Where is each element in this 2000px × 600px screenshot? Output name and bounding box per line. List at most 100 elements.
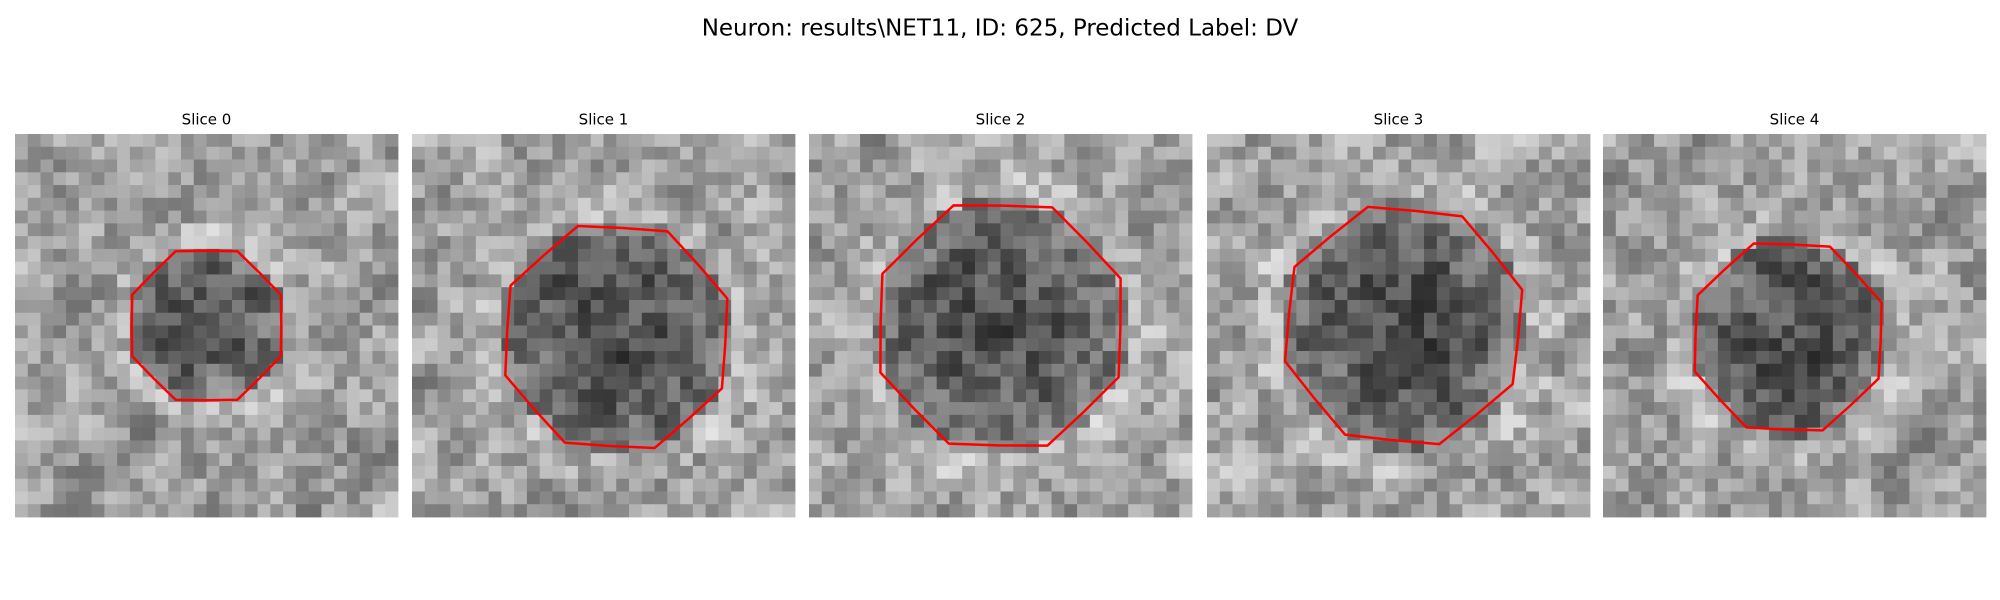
pixel [463,223,477,237]
pixel [1077,210,1091,224]
pixel [1934,338,1949,352]
pixel [1973,427,1987,441]
pixel [1666,389,1680,403]
pixel [654,504,668,518]
pixel [1102,491,1116,505]
pixel [488,453,502,467]
pixel [1615,299,1629,314]
pixel [1115,223,1129,237]
pixel [385,261,399,275]
pixel [78,325,92,339]
pixel [1768,376,1783,390]
pixel [1038,478,1052,492]
pixel [1947,223,1961,237]
pixel [1960,504,1974,518]
pixel [756,299,770,314]
pixel [1372,172,1387,186]
pixel [1615,159,1629,173]
pixel [1038,491,1052,505]
pixel [1692,134,1706,148]
pixel [1128,197,1142,211]
pixel [603,185,617,199]
pixel [1845,134,1859,148]
pixel [117,274,131,288]
pixel [450,389,464,403]
pixel [142,134,156,148]
pixel [1615,223,1629,237]
pixel [1768,261,1783,275]
pixel [257,504,271,518]
pixel [475,134,489,148]
pixel [372,465,386,480]
pixel [1051,363,1065,377]
pixel [1934,134,1949,148]
pixel [1947,172,1961,186]
pixel [1245,223,1259,237]
pixel [1794,363,1808,377]
pixel [834,427,848,441]
pixel [53,427,67,441]
pixel [206,414,220,429]
pixel [257,414,271,429]
pixel [1947,274,1961,288]
pixel [526,223,541,237]
pixel [1705,236,1719,250]
pixel [283,312,297,326]
pixel [1692,261,1706,275]
pixel [1475,427,1489,441]
pixel [654,325,668,339]
pixel [1526,197,1540,211]
pixel [1858,236,1872,250]
pixel [769,351,783,365]
pixel [437,440,451,454]
pixel [1372,453,1387,467]
pixel [1385,440,1399,454]
pixel [53,146,67,160]
pixel [565,261,579,275]
pixel [1166,376,1180,390]
pixel [1347,389,1361,403]
pixel [1449,261,1463,275]
pixel [898,465,912,480]
pixel [412,478,426,492]
pixel [872,478,886,492]
pixel [514,491,528,505]
pixel [180,299,195,314]
pixel [1794,338,1808,352]
pixel [308,389,322,403]
pixel [346,197,361,211]
pixel [1692,172,1706,186]
pixel [731,414,745,429]
pixel [1321,261,1336,275]
pixel [1513,185,1527,199]
pixel [488,504,502,518]
pixel [885,504,899,518]
pixel [974,351,989,365]
pixel [1207,134,1221,148]
pixel [1038,351,1052,365]
pixel [539,351,553,365]
pixel [1730,299,1744,314]
pixel [1270,491,1284,505]
pixel [142,453,156,467]
pixel [257,287,271,301]
pixel [501,427,515,441]
pixel [667,325,681,339]
pixel [974,134,989,148]
pixel [1115,376,1129,390]
pixel [667,363,681,377]
pixel [718,223,732,237]
pixel [412,274,426,288]
pixel [769,414,783,429]
pixel [1679,287,1693,301]
pixel [193,402,207,416]
pixel [321,414,335,429]
pixel [412,210,426,224]
pixel [821,465,835,480]
pixel [295,159,310,173]
pixel [885,274,899,288]
pixel [526,338,541,352]
pixel [1153,389,1167,403]
pixel [1807,491,1821,505]
pixel [987,440,1001,454]
